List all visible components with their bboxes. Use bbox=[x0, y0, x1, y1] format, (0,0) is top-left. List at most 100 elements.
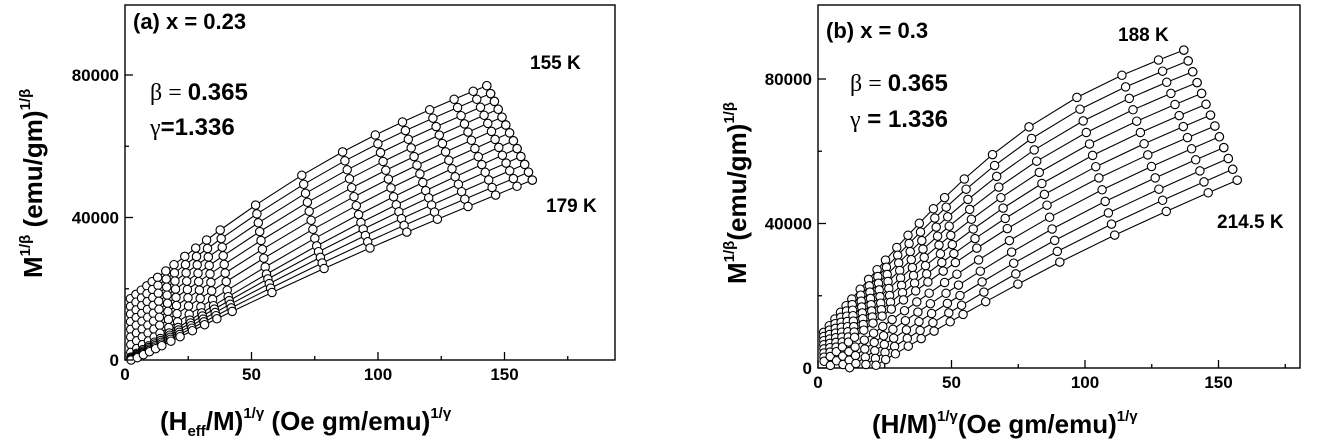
panel-b-data-point bbox=[1183, 56, 1193, 66]
panel-b-data-point bbox=[1120, 82, 1131, 92]
panel-a-data-point bbox=[428, 113, 438, 123]
panel-b-data-point bbox=[1192, 77, 1202, 88]
panel-b-data-point bbox=[1081, 127, 1092, 138]
panel-a-data-point bbox=[397, 117, 408, 127]
panel-a-data-point bbox=[297, 170, 307, 181]
panel-b-ticks: 0 50 100 150 0 40000 80000 bbox=[765, 70, 1286, 392]
panel-b-data-point bbox=[868, 328, 879, 338]
panel-a-data-point bbox=[171, 300, 182, 311]
panel-a-ylabel: M1/β (emu/gm)1/β bbox=[17, 89, 48, 278]
panel-b-data-point bbox=[977, 277, 987, 287]
panel-b-data-point bbox=[868, 318, 878, 328]
panel-b-data-point bbox=[1042, 200, 1052, 210]
panel-b-data-point bbox=[1214, 132, 1225, 142]
panel-b-data-point bbox=[877, 311, 887, 321]
panel-a-data-point bbox=[479, 110, 489, 121]
panel-b-data-point bbox=[959, 174, 970, 184]
panel-b-data-point bbox=[1031, 156, 1042, 166]
panel-b-data-point bbox=[1124, 93, 1135, 104]
panel-b-data-point bbox=[998, 203, 1008, 213]
panel-b-data-point bbox=[1034, 167, 1045, 178]
panel-b-data-point bbox=[1157, 66, 1168, 76]
panel-b-data-point bbox=[878, 321, 888, 332]
panel-b-data-point bbox=[1219, 142, 1229, 153]
panel-a-curves bbox=[125, 80, 538, 365]
panel-b-data-point bbox=[1143, 150, 1153, 160]
panel-b-data-point bbox=[1199, 177, 1209, 187]
panel-b-data-point bbox=[1004, 235, 1015, 246]
panel-a-data-point bbox=[219, 259, 229, 270]
panel-b-data-point bbox=[945, 317, 955, 327]
panel-b-data-point bbox=[923, 277, 933, 287]
panel-b-data-point bbox=[900, 315, 911, 326]
panel-a-data-point bbox=[497, 112, 507, 122]
panel-a-data-point bbox=[432, 214, 443, 224]
panel-b-label: (b) x = 0.3 bbox=[826, 18, 928, 43]
panel-a-data-point bbox=[254, 226, 265, 237]
panel-a-data-point bbox=[162, 290, 172, 300]
panel-a-data-point bbox=[501, 120, 511, 130]
panel-b-beta: β = 0.365 bbox=[850, 70, 948, 97]
panel-a-y-tick-label: 40000 bbox=[72, 209, 119, 228]
panel-a-data-point bbox=[152, 272, 163, 283]
panel-a-data-point bbox=[256, 235, 266, 246]
panel-a-data-point bbox=[170, 284, 181, 294]
panel-a-data-point bbox=[153, 280, 163, 291]
panel-b-data-point bbox=[849, 332, 860, 343]
panel-b-data-point bbox=[880, 354, 891, 365]
panel-b-curves bbox=[818, 45, 1242, 373]
panel-a-data-point bbox=[192, 260, 202, 270]
panel-b-data-point bbox=[935, 249, 946, 259]
panel-b-data-point bbox=[919, 252, 929, 263]
panel-b-data-point bbox=[928, 204, 939, 214]
panel-b-data-point bbox=[966, 214, 977, 225]
panel-a-data-point bbox=[306, 215, 316, 226]
panel-b-data-point bbox=[915, 325, 925, 336]
panel-b-data-point bbox=[1037, 178, 1047, 189]
panel-a-data-point bbox=[216, 233, 226, 244]
panel-b-data-point bbox=[928, 317, 938, 328]
panel-a-data-point bbox=[487, 182, 497, 193]
panel-a-data-point bbox=[154, 320, 165, 331]
panel-a-data-point bbox=[523, 167, 534, 177]
panel-b-data-point bbox=[1072, 92, 1082, 103]
panel-b-data-point bbox=[1223, 153, 1234, 164]
panel-b-data-point bbox=[1109, 230, 1120, 240]
panel-b-data-point bbox=[1052, 246, 1063, 257]
panel-b-data-point bbox=[1166, 88, 1176, 99]
panel-a-data-point bbox=[508, 136, 519, 146]
panel-b-data-point bbox=[909, 278, 920, 288]
panel-b-data-point bbox=[1210, 121, 1220, 131]
panel-b-data-point bbox=[1146, 161, 1157, 172]
panel-b-gamma: γ = 1.336 bbox=[849, 106, 948, 133]
panel-b-data-point bbox=[1179, 45, 1189, 55]
panel-a-data-point bbox=[475, 102, 486, 113]
panel-a-data-point bbox=[161, 282, 172, 292]
panel-b-data-point bbox=[946, 230, 956, 241]
panel-b-data-point bbox=[929, 326, 939, 336]
panel-a-annotation-top: 155 K bbox=[530, 53, 581, 74]
panel-a-x-tick-label: 50 bbox=[242, 365, 261, 384]
panel-b-data-point bbox=[1190, 155, 1201, 165]
panel-a-data-point bbox=[180, 259, 191, 270]
panel-b-data-point bbox=[1205, 110, 1216, 120]
panel-a-x-tick-label: 150 bbox=[490, 365, 518, 384]
panel-a-data-point bbox=[490, 134, 500, 145]
panel-b-data-point bbox=[916, 333, 926, 344]
panel-a-data-point bbox=[187, 325, 198, 336]
panel-b-y-tick-label: 40000 bbox=[765, 215, 812, 234]
panel-a-data-point bbox=[221, 276, 231, 287]
panel-a-data-point bbox=[154, 312, 165, 323]
panel-a-data-point bbox=[203, 252, 214, 262]
panel-b-x-tick-label: 150 bbox=[1204, 373, 1232, 392]
panel-b-data-point bbox=[1103, 208, 1114, 218]
panel-a-data-point bbox=[485, 88, 496, 99]
panel-a-data-point bbox=[370, 130, 381, 140]
panel-b-frame bbox=[817, 4, 1301, 369]
panel-b-data-point bbox=[1178, 121, 1189, 132]
panel-b-data-point bbox=[925, 298, 936, 309]
panel-b-data-point bbox=[918, 244, 928, 254]
panel-b-data-point bbox=[973, 255, 984, 265]
panel-b-data-point bbox=[996, 192, 1006, 203]
panel-a-data-point bbox=[169, 259, 179, 270]
